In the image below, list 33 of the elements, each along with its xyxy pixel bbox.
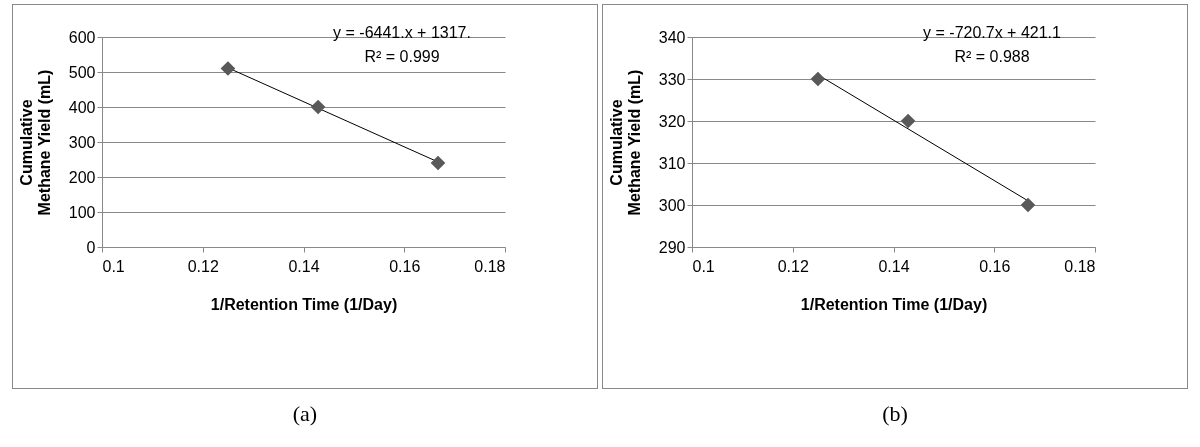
x-tick-label: 0.18 — [474, 257, 506, 275]
x-tick-label: 0.16 — [389, 257, 421, 275]
x-tick-label: 0.18 — [1064, 257, 1096, 275]
x-tick-label: 0.1 — [692, 257, 715, 275]
y-tick-label: 330 — [658, 70, 686, 88]
y-tick-label: 340 — [658, 28, 686, 46]
annotation: R² = 0.999 — [364, 47, 440, 65]
y-tick-label: 100 — [68, 203, 96, 221]
annotation: R² = 0.988 — [954, 47, 1030, 65]
annotation: y = -720.7x + 421.1 — [923, 24, 1062, 41]
x-tick-label: 0.14 — [288, 257, 320, 275]
y-tick-label: 290 — [658, 238, 686, 256]
text: (a) — [291, 401, 319, 427]
y-tick-label: 600 — [68, 28, 96, 46]
x-axis-title: 1/Retention Time (1/Day) — [210, 295, 398, 313]
x-tick-label: 0.12 — [187, 257, 219, 275]
annotation: y = -6441.x + 1317. — [333, 24, 471, 41]
x-tick-label: 0.16 — [979, 257, 1011, 275]
y-tick-label: 310 — [658, 154, 686, 172]
y-tick-label: 0 — [86, 238, 96, 256]
x-tick-label: 0.1 — [102, 257, 125, 275]
y-tick-label: 320 — [658, 112, 686, 130]
y-tick-label: 300 — [658, 196, 686, 214]
x-tick-label: 0.12 — [777, 257, 809, 275]
y-tick-label: 200 — [68, 168, 96, 186]
x-axis-title: 1/Retention Time (1/Day) — [800, 295, 988, 313]
y-tick-label: 500 — [68, 63, 96, 81]
y-tick-label: 300 — [68, 133, 96, 151]
y-axis-title: Cumulative Methane Yield (mL) — [607, 69, 643, 216]
y-axis-title: Cumulative Methane Yield (mL) — [17, 69, 53, 216]
y-tick-label: 400 — [68, 98, 96, 116]
x-tick-label: 0.14 — [878, 257, 910, 275]
text: (b) — [881, 401, 909, 427]
